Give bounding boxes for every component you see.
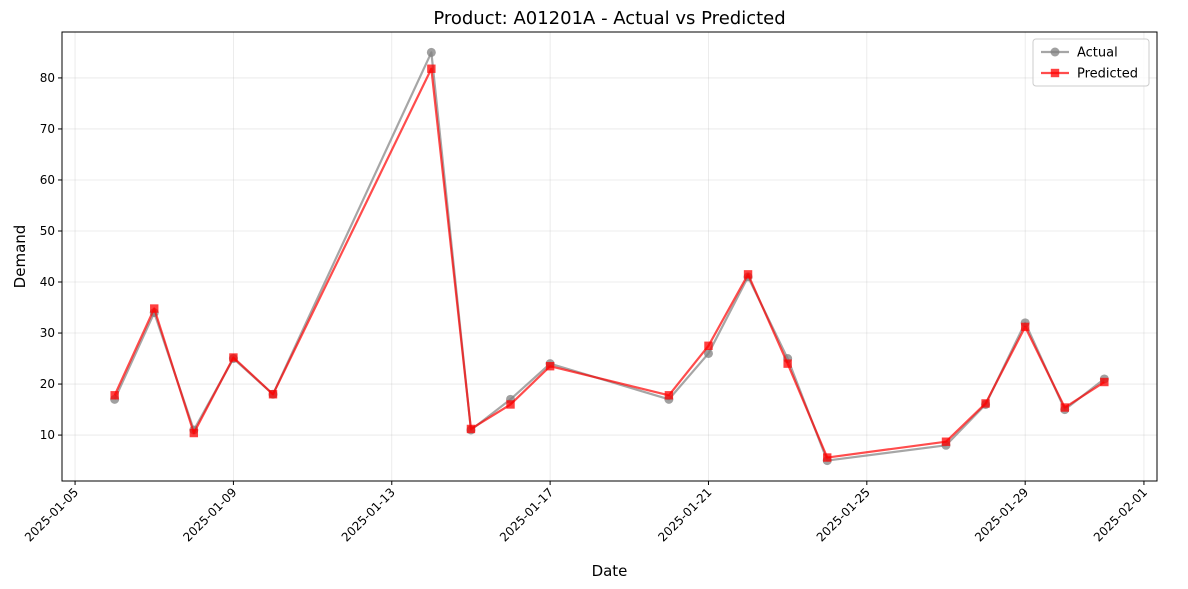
y-tick-label: 80 [40,71,55,85]
x-axis-label: Date [592,562,628,580]
data-point [229,353,238,362]
data-point [1020,322,1030,332]
series-line [113,51,1106,462]
x-tick-label: 2025-01-09 [180,485,239,544]
y-tick-label: 20 [40,377,55,391]
legend-item: Predicted [1041,67,1138,82]
data-point [466,424,476,434]
chart-title: Product: A01201A - Actual vs Predicted [433,8,785,29]
data-point [150,304,159,313]
data-point [426,47,436,57]
y-tick-label: 40 [40,275,55,289]
grid [62,32,1157,481]
y-tick-label: 10 [40,428,55,442]
data-point [981,399,990,408]
data-point [704,341,713,350]
legend-label: Actual [1077,46,1118,61]
x-tick-label: 2025-01-25 [814,485,873,544]
y-tick-label: 70 [40,122,55,136]
y-tick-label: 60 [40,173,55,187]
series-actual [110,47,1109,466]
y-tick-label: 30 [40,326,55,340]
legend: Actual Predicted [1032,38,1150,87]
x-tick-label: 2025-01-21 [655,485,714,544]
legend-marker [1050,68,1060,78]
legend-label: Predicted [1077,67,1138,82]
series-layer [110,47,1109,466]
plot-frame [61,31,1158,482]
data-point [189,428,199,438]
series-predicted [110,64,1109,462]
x-tick-label: 2025-01-13 [339,485,398,544]
data-point [783,359,792,368]
series-line [113,67,1105,459]
y-tick-label: 50 [40,224,55,238]
x-tick-label: 2025-01-29 [972,485,1031,544]
data-point [941,437,951,446]
data-point [664,391,674,400]
legend-box [1032,38,1150,87]
legend-item: Actual [1041,46,1118,61]
data-point [1060,403,1069,412]
data-point [427,64,436,73]
axis-ticks: 10 20 30 40 50 60 70 80 2025-01-05 2025-01-09 2025… [22,71,1150,545]
data-point [823,453,832,462]
x-tick-label: 2025-01-05 [22,485,81,544]
data-point [268,390,278,399]
x-tick-label: 2025-02-01 [1091,485,1150,544]
data-point [506,400,515,409]
legend-marker [1050,47,1060,57]
x-tick-label: 2025-01-17 [497,485,556,544]
y-axis-label: Demand [11,225,29,289]
data-point [1100,377,1109,387]
data-point [110,391,119,400]
data-point [703,348,713,358]
data-point [545,361,555,371]
data-point [743,270,753,279]
